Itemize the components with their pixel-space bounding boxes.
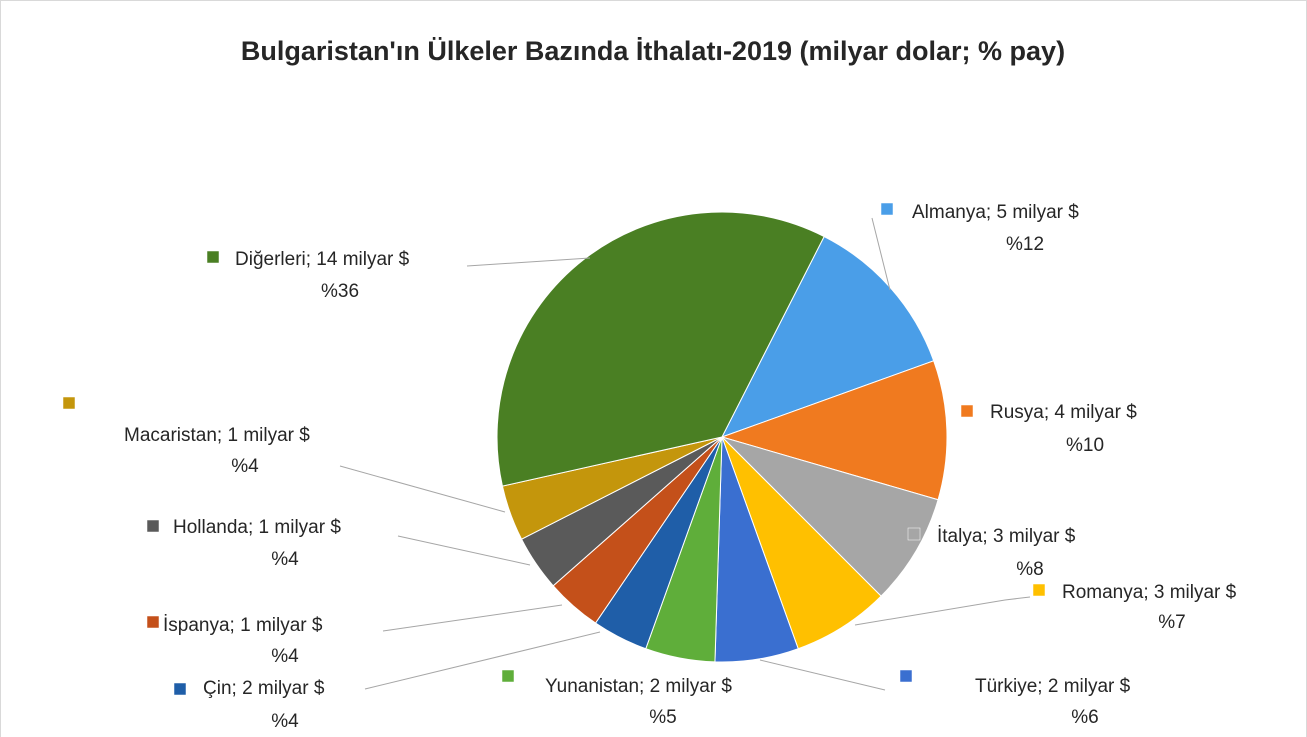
label-marker [880, 202, 894, 216]
data-label-value: %4 [271, 646, 299, 667]
leader-line [339, 465, 506, 513]
label-marker [173, 682, 187, 696]
data-label-value: %7 [1158, 612, 1185, 633]
label-marker [146, 519, 160, 533]
data-label-name: İspanya; 1 milyar $ [163, 615, 323, 636]
data-label-value: %6 [1071, 707, 1098, 728]
data-label-value: %5 [649, 707, 676, 728]
leader-line [854, 596, 1031, 626]
label-marker [62, 396, 76, 410]
data-label-name: Yunanistan; 2 milyar $ [545, 676, 732, 697]
leader-line [871, 217, 891, 291]
pie-slice [496, 211, 825, 487]
data-label-name: Hollanda; 1 milyar $ [173, 517, 341, 538]
label-marker [899, 669, 913, 683]
data-label-name: Almanya; 5 milyar $ [912, 202, 1079, 223]
label-marker [1032, 583, 1046, 597]
label-marker [206, 250, 220, 264]
data-label-value: %4 [271, 549, 299, 570]
pie-slice [720, 360, 948, 501]
leader-line [397, 535, 531, 566]
chart-title: Bulgaristan'ın Ülkeler Bazında İthalatı-… [241, 36, 1065, 66]
data-label-value: %4 [271, 711, 299, 732]
label-marker [501, 669, 515, 683]
pie-slice [721, 436, 939, 597]
data-label-name: İtalya; 3 milyar $ [937, 526, 1076, 547]
data-label-value: %10 [1066, 435, 1104, 456]
leader-line [466, 257, 591, 267]
leader-line [364, 631, 601, 690]
data-label-value: %8 [1016, 559, 1043, 580]
leader-line [759, 659, 886, 691]
pie-slice [720, 235, 935, 438]
data-label-value: %12 [1006, 234, 1044, 255]
data-label-value: %4 [231, 456, 259, 477]
data-label-name: Rusya; 4 milyar $ [990, 402, 1137, 423]
data-label-name: Macaristan; 1 milyar $ [124, 425, 310, 446]
label-marker [146, 615, 160, 629]
data-label-name: Türkiye; 2 milyar $ [975, 676, 1131, 697]
label-marker [907, 527, 921, 541]
data-label-name: Diğerleri; 14 milyar $ [235, 249, 410, 270]
data-label-value: %36 [321, 281, 359, 302]
label-marker [960, 404, 974, 418]
data-label-name: Çin; 2 milyar $ [203, 678, 325, 699]
leader-line [382, 604, 563, 632]
data-label-name: Romanya; 3 milyar $ [1062, 582, 1237, 603]
